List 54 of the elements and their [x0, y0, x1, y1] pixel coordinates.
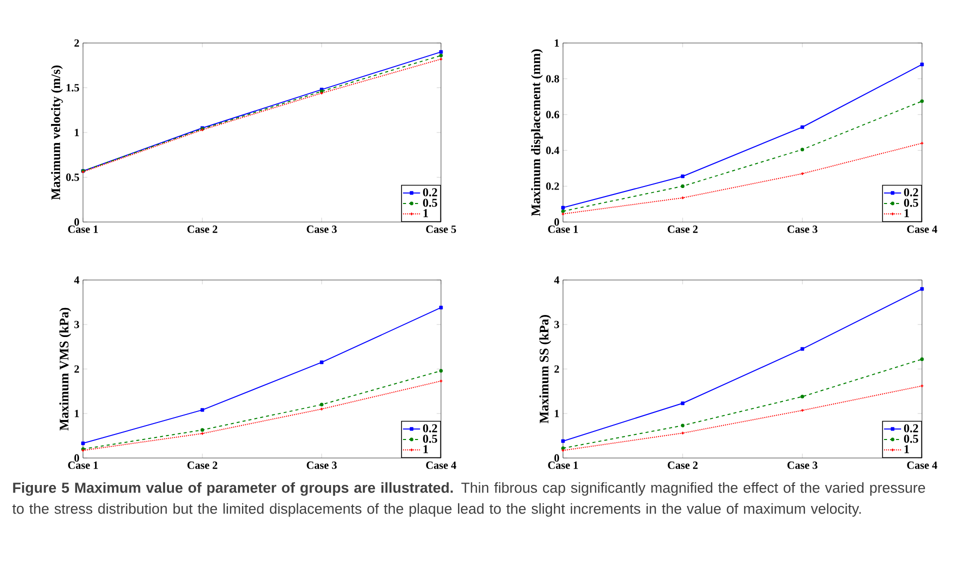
x-tick-label: Case 1	[68, 462, 98, 469]
y-tick-label: 2	[74, 39, 79, 47]
y-tick-label: 0.8	[546, 75, 560, 83]
y-axis-title: Maximum VMS (kPa)	[59, 308, 72, 431]
legend-label: 1	[424, 445, 428, 454]
y-tick-label: 2	[554, 365, 559, 373]
x-tick-label: Case 2	[187, 226, 218, 233]
y-tick-label: 1	[74, 410, 79, 418]
y-tick-label: 0.5	[66, 174, 80, 181]
x-tick-label: Case 1	[68, 226, 98, 233]
y-tick-label: 0.6	[546, 110, 560, 118]
x-tick-label: Case 1	[548, 462, 578, 469]
legend-label: 1	[424, 209, 428, 218]
x-tick-label: Case 4	[907, 226, 938, 233]
x-tick-label: Case 2	[668, 462, 698, 469]
y-axis-title: Maximum velocity (m/s)	[51, 66, 63, 200]
x-tick-label: Case 3	[787, 462, 818, 469]
legend-label: 0.5	[423, 198, 438, 207]
y-tick-label: 3	[74, 320, 80, 328]
y-tick-label: 1	[554, 39, 559, 47]
y-tick-label: 0.4	[546, 146, 560, 154]
legend-label: 0.5	[904, 434, 918, 443]
x-tick-label: Case 4	[907, 462, 938, 469]
x-tick-label: Case 3	[787, 226, 818, 233]
legend-label: 0.2	[904, 188, 918, 196]
legend-label: 0.2	[904, 424, 918, 432]
legend-label: 1	[904, 209, 909, 218]
x-tick-label: Case 1	[548, 226, 578, 233]
text: Figure 5 Maximum value of parameter of groups are illustrated. Thin fibrous cap significantly magnified the effect of the varied pressure to the stress distribution but the limited displacements of the plaque lead to the slight increments in the value of maximum velocity.	[12, 482, 926, 517]
x-tick-label: Case 3	[306, 226, 337, 233]
y-axis-title: Maximum displacement (mm)	[531, 49, 543, 216]
legend-label: 0.2	[423, 424, 438, 432]
y-tick-label: 0	[554, 218, 560, 226]
x-tick-label: Case 2	[187, 462, 218, 469]
y-tick-label: 0	[74, 218, 80, 226]
y-tick-label: 1.5	[66, 84, 80, 92]
y-tick-label: 0.2	[546, 182, 559, 190]
y-tick-label: 3	[554, 320, 560, 328]
y-axis-title: Maximum SS (kPa)	[539, 315, 552, 424]
y-tick-label: 4	[74, 276, 80, 284]
x-tick-label: Case 4	[426, 462, 456, 469]
x-tick-label: Case 3	[306, 462, 337, 469]
y-tick-label: 4	[554, 276, 560, 284]
legend-label: 0.5	[423, 434, 438, 443]
y-tick-label: 2	[74, 365, 79, 373]
y-tick-label: 0	[554, 454, 560, 462]
x-tick-label: Case 5	[426, 226, 456, 233]
legend-label: 0.5	[904, 198, 918, 207]
legend-label: 1	[904, 445, 909, 454]
y-tick-label: 1	[554, 410, 559, 418]
legend-label: 0.2	[423, 188, 438, 196]
y-tick-label: 0	[74, 454, 80, 462]
x-tick-label: Case 2	[668, 226, 698, 233]
y-tick-label: 1	[74, 128, 79, 136]
